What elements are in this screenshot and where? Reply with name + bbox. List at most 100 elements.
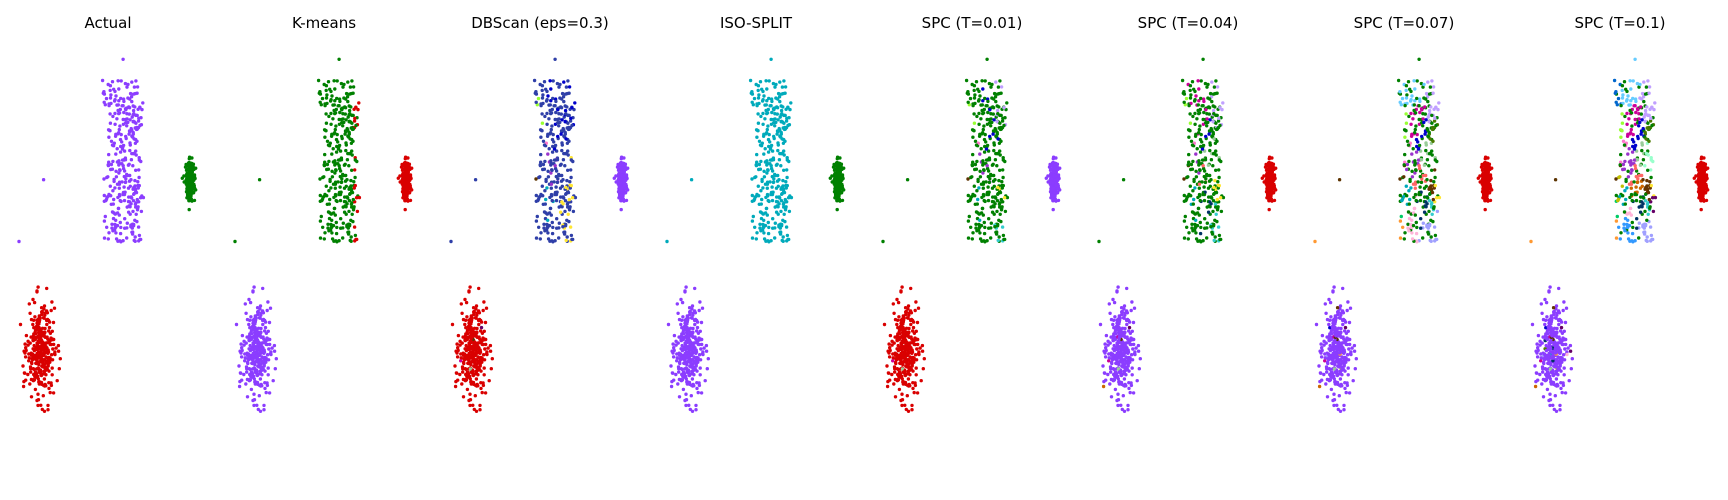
data-point (560, 141, 564, 145)
data-point (108, 129, 112, 133)
data-point (338, 198, 343, 203)
data-point (1212, 85, 1217, 89)
data-point (472, 364, 476, 368)
data-point (994, 232, 999, 236)
data-point (106, 237, 111, 241)
data-point (977, 122, 981, 127)
data-point (1218, 196, 1223, 200)
data-point (782, 113, 786, 118)
data-point (972, 121, 977, 125)
data-point (258, 371, 263, 376)
data-point (541, 139, 546, 143)
data-point (541, 167, 545, 172)
data-point (911, 320, 916, 324)
data-point (983, 79, 987, 83)
data-point (188, 191, 192, 195)
data-point (561, 225, 565, 229)
data-point (482, 366, 486, 370)
data-point (906, 351, 910, 355)
data-point (779, 199, 784, 203)
data-point (1201, 164, 1205, 168)
data-point (325, 93, 329, 97)
data-point (346, 232, 351, 236)
data-point (251, 318, 255, 322)
data-point (999, 139, 1003, 143)
data-point (245, 395, 250, 399)
data-point (1197, 182, 1202, 186)
data-point (684, 367, 689, 371)
data-point (561, 126, 565, 131)
data-point (553, 57, 557, 61)
data-point (756, 129, 760, 133)
data-point (1214, 168, 1218, 172)
data-point (1188, 121, 1193, 125)
data-point (475, 335, 479, 339)
data-point (250, 325, 254, 329)
data-point (1193, 186, 1197, 190)
data-point (468, 374, 472, 379)
data-point (247, 356, 251, 360)
data-point (117, 87, 121, 91)
data-point (564, 185, 568, 190)
data-point (997, 202, 1002, 206)
data-point (752, 198, 756, 203)
data-point (269, 350, 273, 354)
data-point (187, 186, 191, 190)
data-point (352, 180, 356, 184)
data-point (51, 347, 55, 351)
data-point (562, 80, 566, 84)
data-point (187, 170, 192, 174)
data-point (118, 220, 123, 225)
data-point (39, 306, 44, 310)
data-point (906, 377, 911, 381)
data-point (1213, 235, 1217, 239)
data-point (767, 96, 771, 101)
data-point (1184, 198, 1188, 203)
data-point (1217, 183, 1222, 188)
data-point (905, 383, 909, 387)
data-point (557, 173, 561, 178)
data-point (486, 346, 490, 350)
data-point (977, 186, 981, 190)
data-point (619, 186, 623, 190)
data-point (696, 331, 701, 335)
data-point (1197, 111, 1202, 115)
data-point (117, 131, 121, 135)
data-point (254, 340, 258, 344)
data-point (549, 161, 553, 165)
data-point (252, 374, 256, 379)
data-point (326, 210, 331, 214)
data-point (341, 236, 345, 240)
data-point (1054, 174, 1058, 178)
data-point (774, 96, 778, 100)
data-point (986, 198, 991, 203)
data-point (477, 286, 481, 291)
data-point (562, 196, 566, 200)
data-point (547, 223, 552, 228)
data-point (1051, 157, 1056, 161)
data-point (981, 161, 985, 165)
data-point (987, 217, 991, 221)
data-point (620, 198, 624, 203)
data-point (888, 333, 893, 338)
data-point (701, 352, 705, 357)
data-point (1205, 124, 1209, 128)
data-point (1190, 222, 1194, 226)
data-point (838, 174, 842, 178)
data-point (972, 84, 977, 88)
data-point (784, 206, 788, 210)
data-point (911, 386, 915, 391)
data-point (773, 173, 777, 178)
data-point (1193, 122, 1197, 127)
data-point (42, 409, 47, 413)
data-point (978, 94, 982, 98)
data-point (350, 190, 355, 195)
data-point (622, 183, 626, 188)
data-point (353, 183, 357, 188)
data-point (786, 196, 791, 200)
data-point (244, 382, 248, 386)
data-point (244, 311, 248, 315)
data-point (706, 357, 710, 361)
data-point (997, 178, 1001, 183)
data-point (1192, 197, 1196, 202)
